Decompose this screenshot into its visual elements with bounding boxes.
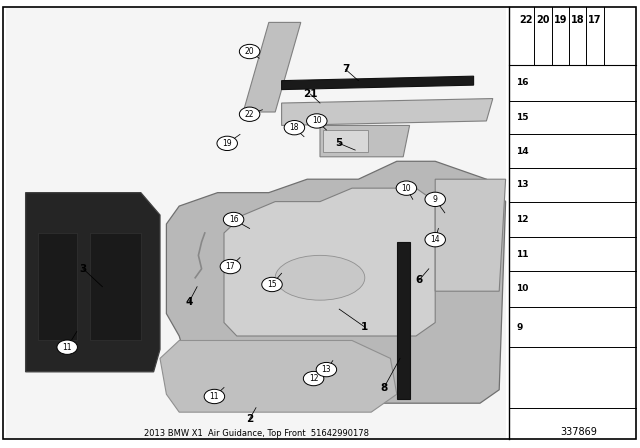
Text: 14: 14 (430, 235, 440, 244)
Text: 2013 BMW X1  Air Guidance, Top Front  51642990178: 2013 BMW X1 Air Guidance, Top Front 5164… (143, 429, 369, 438)
Text: 9: 9 (433, 195, 438, 204)
Polygon shape (243, 22, 301, 112)
Text: 22: 22 (245, 110, 254, 119)
Text: 4: 4 (185, 297, 193, 307)
Circle shape (396, 181, 417, 195)
Text: 19: 19 (554, 15, 567, 25)
Text: 3: 3 (79, 264, 87, 274)
Text: 17: 17 (588, 15, 602, 25)
Text: 18: 18 (290, 123, 299, 132)
Circle shape (425, 233, 445, 247)
Text: 15: 15 (516, 113, 529, 122)
Polygon shape (166, 161, 506, 403)
Circle shape (204, 389, 225, 404)
Text: 5: 5 (335, 138, 343, 148)
Text: 10: 10 (401, 184, 412, 193)
Text: 18: 18 (571, 15, 584, 25)
Text: 17: 17 (225, 262, 236, 271)
Text: 8: 8 (380, 383, 388, 392)
Text: 20: 20 (536, 15, 550, 25)
Text: 337869: 337869 (561, 427, 598, 437)
Text: 11: 11 (516, 250, 529, 259)
Circle shape (217, 136, 237, 151)
Polygon shape (282, 99, 493, 125)
Text: 22: 22 (520, 15, 533, 25)
Text: 10: 10 (516, 284, 529, 293)
Text: 14: 14 (516, 146, 529, 156)
Text: 7: 7 (342, 65, 349, 74)
Circle shape (303, 371, 324, 386)
Text: 16: 16 (228, 215, 239, 224)
Text: 11: 11 (210, 392, 219, 401)
Circle shape (284, 121, 305, 135)
Circle shape (239, 44, 260, 59)
Bar (6, 7, 506, 439)
Text: 12: 12 (516, 215, 529, 224)
Polygon shape (26, 193, 160, 372)
Circle shape (239, 107, 260, 121)
Text: 20: 20 (244, 47, 255, 56)
Text: 15: 15 (267, 280, 277, 289)
Circle shape (316, 362, 337, 377)
Ellipse shape (275, 255, 365, 300)
Polygon shape (224, 188, 435, 336)
Circle shape (307, 114, 327, 128)
Text: 10: 10 (312, 116, 322, 125)
Polygon shape (435, 179, 506, 291)
Polygon shape (160, 340, 397, 412)
Polygon shape (323, 130, 368, 152)
Polygon shape (397, 242, 410, 399)
Text: 13: 13 (516, 180, 529, 190)
Text: 19: 19 (222, 139, 232, 148)
Circle shape (220, 259, 241, 274)
Text: 6: 6 (415, 275, 423, 285)
Circle shape (223, 212, 244, 227)
Text: 13: 13 (321, 365, 332, 374)
Polygon shape (320, 125, 410, 157)
Polygon shape (282, 76, 474, 90)
Text: 21: 21 (303, 89, 317, 99)
Text: 9: 9 (516, 323, 523, 332)
Text: 16: 16 (516, 78, 529, 87)
Text: 11: 11 (63, 343, 72, 352)
Circle shape (262, 277, 282, 292)
Text: 1: 1 (361, 322, 369, 332)
Text: 12: 12 (309, 374, 318, 383)
Circle shape (57, 340, 77, 354)
Text: 2: 2 (246, 414, 253, 424)
Polygon shape (90, 233, 141, 340)
Circle shape (425, 192, 445, 207)
Polygon shape (38, 233, 77, 340)
